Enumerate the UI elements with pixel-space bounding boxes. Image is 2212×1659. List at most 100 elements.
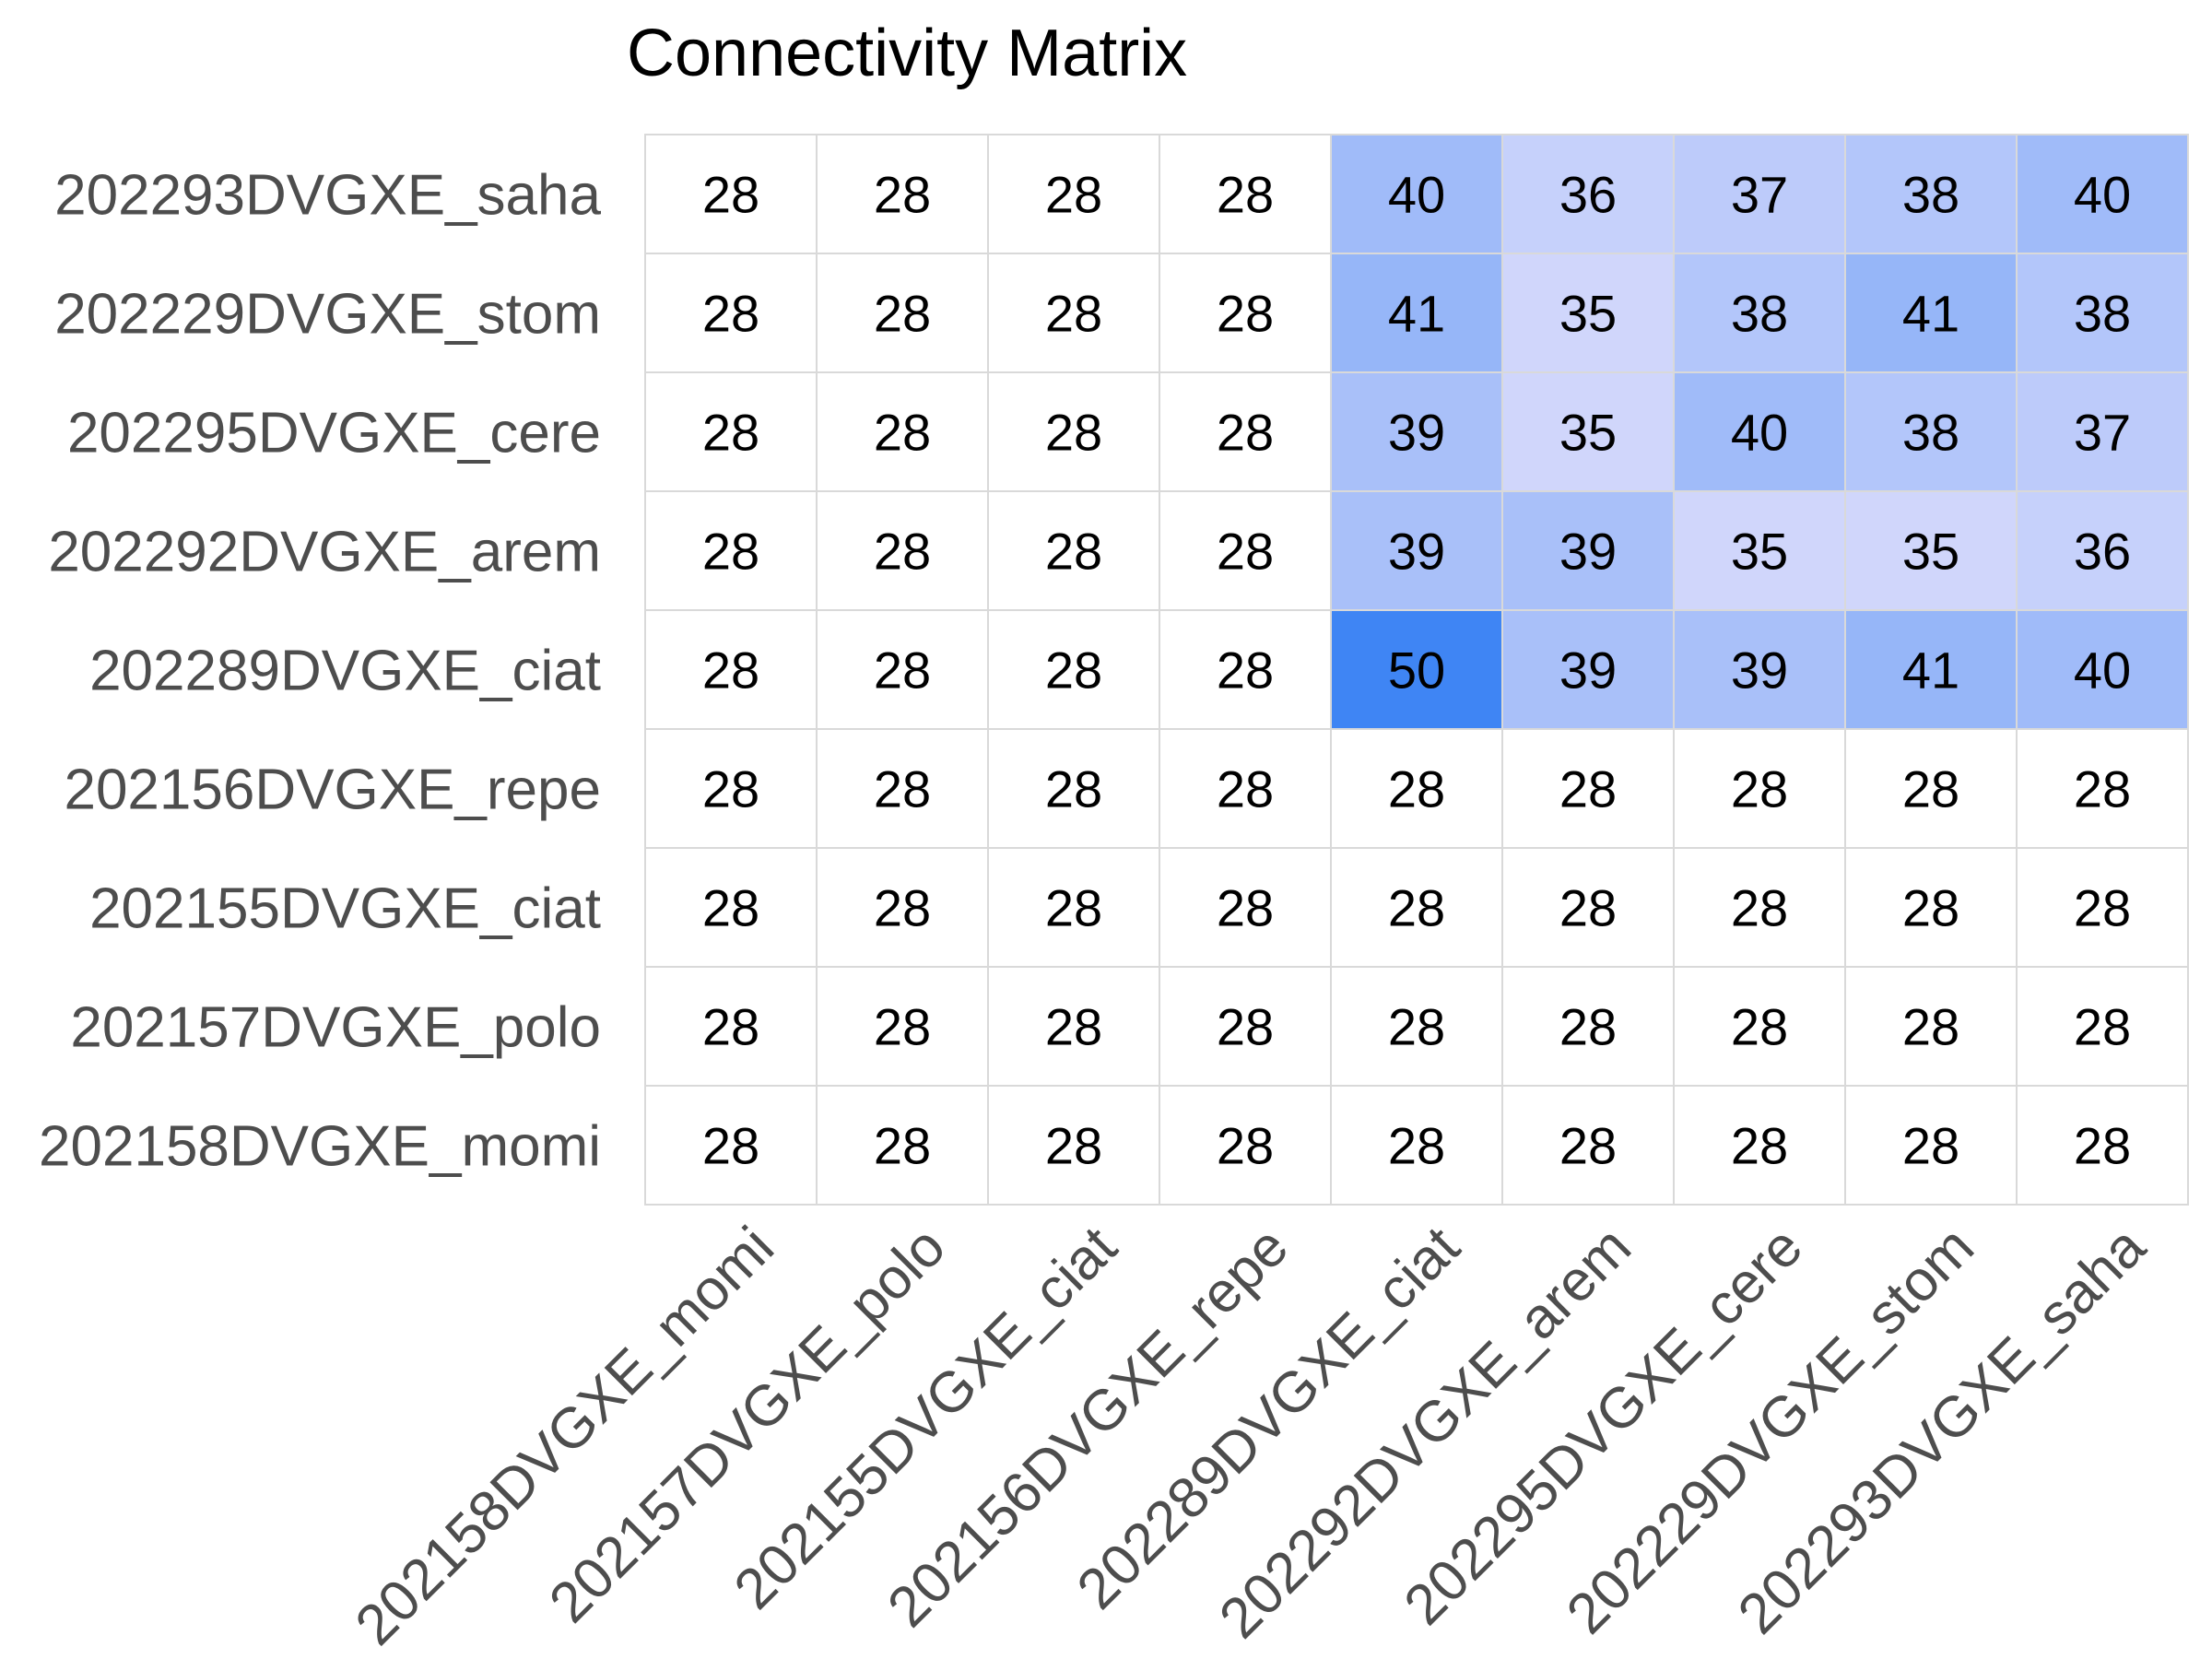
row-tick-label: 202155DVGXE_ciat <box>89 877 601 941</box>
cell-value-label: 28 <box>1045 285 1102 343</box>
cell-value-label: 28 <box>874 998 931 1056</box>
cell-value-label: 28 <box>1045 641 1102 700</box>
cell-value-label: 28 <box>1217 523 1274 581</box>
cell-value-label: 38 <box>2074 285 2131 343</box>
cell-value-label: 35 <box>1559 285 1617 343</box>
cell-value-label: 28 <box>1902 998 1959 1056</box>
heatmap-cell <box>2016 490 2189 611</box>
cell-value-label: 50 <box>1388 641 1445 700</box>
cell-value-label: 28 <box>1731 1117 1788 1175</box>
cell-value-label: 40 <box>1731 404 1788 462</box>
cell-value-label: 28 <box>1388 879 1445 937</box>
heatmap-cell <box>1330 1085 1503 1206</box>
cell-value-label: 28 <box>874 285 931 343</box>
cell-value-label: 28 <box>1217 641 1274 700</box>
cell-value-label: 35 <box>1559 404 1617 462</box>
heatmap-cell <box>644 371 818 492</box>
heatmap-cell <box>644 847 818 968</box>
heatmap-cell <box>816 371 989 492</box>
row-tick-label: 202156DVGXE_repe <box>64 759 601 822</box>
cell-value-label: 28 <box>1731 998 1788 1056</box>
cell-value-label: 28 <box>2074 1117 2131 1175</box>
heatmap-cell <box>987 253 1160 373</box>
chart-title: Connectivity Matrix <box>627 17 1187 90</box>
cell-value-label: 28 <box>1217 166 1274 224</box>
cell-value-label: 28 <box>1559 760 1617 818</box>
cell-value-label: 28 <box>1045 760 1102 818</box>
cell-value-label: 28 <box>1731 760 1788 818</box>
row-tick-label: 202292DVGXE_arem <box>48 521 601 584</box>
heatmap-cell <box>816 847 989 968</box>
cell-value-label: 39 <box>1731 641 1788 700</box>
heatmap-cell <box>1844 253 2018 373</box>
cell-value-label: 36 <box>2074 523 2131 581</box>
cell-value-label: 28 <box>874 1117 931 1175</box>
heatmap-cell <box>1673 253 1846 373</box>
cell-value-label: 28 <box>1045 879 1102 937</box>
heatmap-cell <box>1330 134 1503 254</box>
heatmap-cell <box>1844 134 2018 254</box>
cell-value-label: 28 <box>1045 998 1102 1056</box>
heatmap-cell <box>1330 728 1503 849</box>
heatmap-cell <box>1501 134 1675 254</box>
heatmap-cell <box>1501 728 1675 849</box>
cell-value-label: 28 <box>2074 879 2131 937</box>
row-tick-label: 202157DVGXE_polo <box>70 996 601 1060</box>
heatmap-cell <box>1159 1085 1332 1206</box>
cell-value-label: 28 <box>1217 1117 1274 1175</box>
cell-value-label: 28 <box>1902 1117 1959 1175</box>
heatmap-cell <box>987 966 1160 1087</box>
heatmap-cell <box>644 490 818 611</box>
row-labels: 202293DVGXE_saha 202229DVGXE_stom 202295DV… <box>39 164 602 1179</box>
cell-value-label: 28 <box>1731 879 1788 937</box>
heatmap-cell <box>1844 490 2018 611</box>
cell-value-label: 28 <box>1559 998 1617 1056</box>
cell-value-label: 28 <box>1388 760 1445 818</box>
heatmap-cell <box>1673 1085 1846 1206</box>
cell-value-label: 28 <box>1559 879 1617 937</box>
column-labels: 202158DVGXE_momi202157DVGXE_polo202155DV… <box>344 1215 2158 1657</box>
heatmap-cell <box>1159 371 1332 492</box>
row-tick-label: 202295DVGXE_cere <box>67 402 601 465</box>
heatmap-cell <box>1673 847 1846 968</box>
heatmap-cell <box>816 134 989 254</box>
heatmap-cell <box>1330 966 1503 1087</box>
heatmap-cell <box>987 371 1160 492</box>
heatmap-cell <box>2016 966 2189 1087</box>
row-tick-label: 202293DVGXE_saha <box>54 164 601 228</box>
cell-value-label: 28 <box>874 404 931 462</box>
row-tick-label: 202229DVGXE_stom <box>54 283 601 347</box>
cell-value-label: 28 <box>1045 166 1102 224</box>
cell-value-label: 28 <box>1388 998 1445 1056</box>
cell-value-label: 41 <box>1388 285 1445 343</box>
heatmap-cell <box>1501 966 1675 1087</box>
cell-value-label: 28 <box>702 404 759 462</box>
cell-value-label: 36 <box>1559 166 1617 224</box>
heatmap-cell <box>987 609 1160 730</box>
heatmap-cell <box>1330 847 1503 968</box>
cell-value-label: 41 <box>1902 641 1959 700</box>
heatmap-cells: 28 28 28 28 40 36 37 38 40 28 28 28 28 41 35 38 41 38 28 28… <box>644 134 2189 1206</box>
heatmap-cell <box>1159 134 1332 254</box>
heatmap-cell <box>644 609 818 730</box>
cell-value-label: 28 <box>1045 1117 1102 1175</box>
heatmap-cell <box>816 490 989 611</box>
heatmap-cell <box>1330 253 1503 373</box>
heatmap-cell <box>987 728 1160 849</box>
heatmap-cell <box>1673 609 1846 730</box>
cell-value-label: 28 <box>1045 404 1102 462</box>
cell-value-label: 28 <box>1217 404 1274 462</box>
heatmap-cell <box>1673 966 1846 1087</box>
cell-value-label: 38 <box>1902 166 1959 224</box>
heatmap-cell <box>2016 609 2189 730</box>
cell-value-label: 28 <box>2074 998 2131 1056</box>
cell-value-label: 37 <box>2074 404 2131 462</box>
heatmap-cell <box>1673 371 1846 492</box>
heatmap-cell <box>1501 609 1675 730</box>
heatmap-cell <box>644 253 818 373</box>
cell-value-label: 37 <box>1731 166 1788 224</box>
cell-value-label: 28 <box>874 760 931 818</box>
cell-value-label: 28 <box>702 523 759 581</box>
cell-value-label: 28 <box>702 879 759 937</box>
